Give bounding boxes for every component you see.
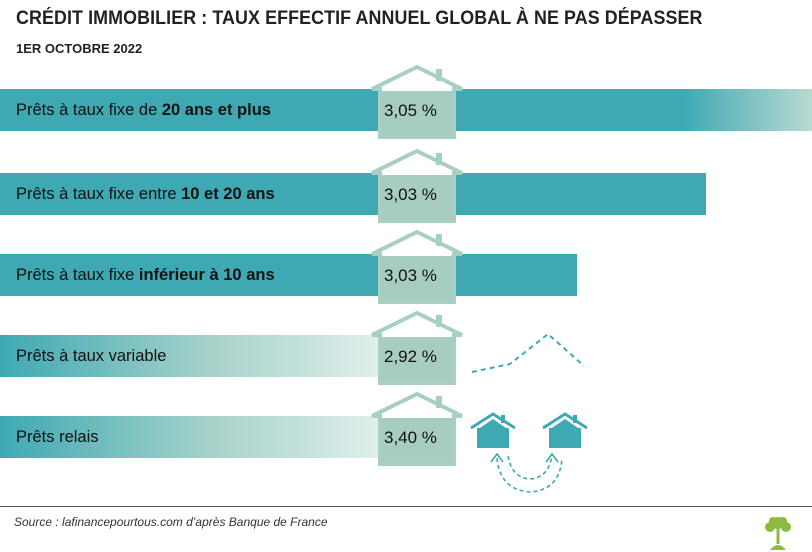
house-body [382,91,452,135]
value-label: 3,40 % [384,428,437,447]
category-label: Prêts à taux fixe de 20 ans et plus [16,100,271,120]
source-note: Source : lafinancepourtous.com d’après B… [14,515,328,529]
category-label-bold: 10 et 20 ans [181,185,275,203]
small-house-right-icon-roof [542,412,588,430]
category-label-text: Prêts à taux variable [16,347,167,365]
small-house-right-icon-chimney [573,415,577,423]
value-label: 3,03 % [384,266,437,285]
chimney-shape [436,315,442,327]
chimney-shape [436,69,442,81]
tree-logo-icon [765,517,791,550]
chart-subtitle: 1ER OCTOBRE 2022 [16,41,143,56]
value-label: 3,03 % [384,185,437,204]
house-body [382,256,452,300]
category-label: Prêts à taux variable [16,346,166,366]
footer-divider [0,506,812,507]
small-house-left-icon-gable [477,419,509,430]
chimney-shape [436,396,442,408]
small-house-left-icon [477,428,509,448]
house-body [382,337,452,381]
category-label: Prêts à taux fixe inférieur à 10 ans [16,265,275,285]
bar-3 [0,254,577,296]
chart-title: CRÉDIT IMMOBILIER : TAUX EFFECTIF ANNUEL… [16,8,703,29]
value-label: 2,92 % [384,347,437,366]
chimney-shape [436,153,442,165]
small-house-right-icon [549,428,581,448]
arrowhead-left-icon [490,452,504,463]
swap-arrow-inner-icon [507,455,553,480]
small-house-left-icon-chimney [501,415,505,423]
category-label-bold: 20 ans et plus [161,101,271,119]
swap-arrow-outer-icon [496,457,563,493]
category-label-text: Prêts à taux fixe entre [16,185,182,203]
value-label: 3,05 % [384,101,437,120]
small-house-right-icon-gable [549,419,581,430]
small-house-left-icon-roof [470,412,516,430]
category-label: Prêts relais [16,427,99,447]
category-label: Prêts à taux fixe entre 10 et 20 ans [16,184,275,204]
category-label-text: Prêts à taux fixe [16,266,139,284]
house-body [382,418,452,462]
bar-2 [0,173,706,215]
arrowhead-right-icon [545,452,559,463]
dashed-rising-line-icon [471,332,585,373]
house-body [382,175,452,219]
category-label-text: Prêts relais [16,428,99,446]
category-label-text: Prêts à taux fixe de [16,101,162,119]
category-label-bold: inférieur à 10 ans [138,266,275,284]
chimney-shape [436,234,442,246]
